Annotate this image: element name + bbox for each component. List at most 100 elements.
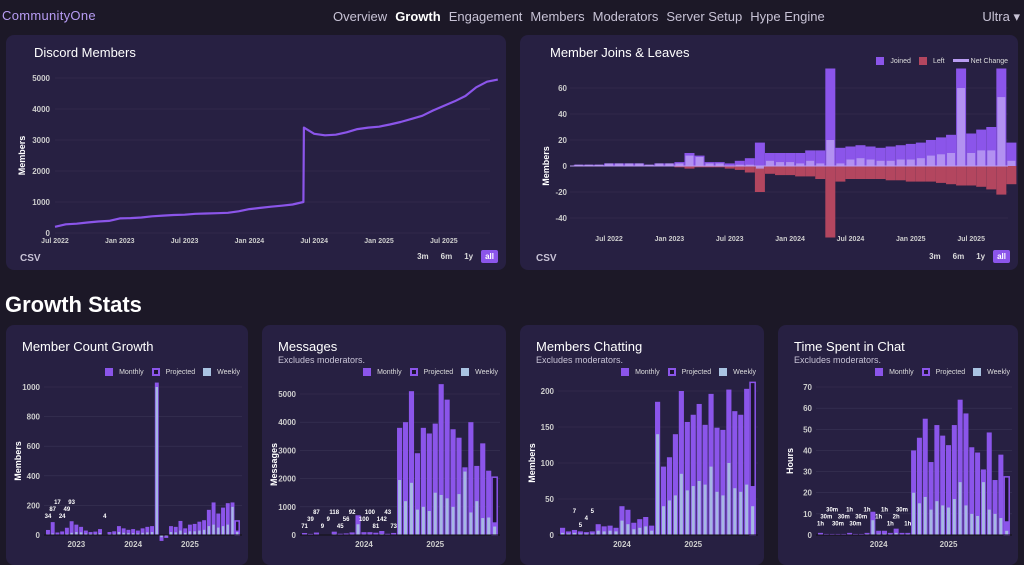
legend-projected[interactable]: Projected [410, 368, 454, 376]
left-bar [1006, 166, 1016, 184]
card-title: Messages [278, 339, 337, 354]
data-label: 17 [54, 500, 61, 506]
range-1y[interactable]: 1y [460, 250, 477, 263]
range-6m[interactable]: 6m [949, 250, 969, 263]
csv-button[interactable]: CSV [20, 253, 41, 264]
nav-link-overview[interactable]: Overview [333, 9, 387, 24]
y-axis-label: Members [527, 443, 537, 483]
y-axis-label: Members [13, 441, 23, 481]
data-label: 87 [49, 507, 56, 513]
weekly-bar [446, 498, 449, 535]
legend-monthly[interactable]: Monthly [105, 368, 144, 376]
left-bar [765, 166, 775, 174]
net-change-bar [977, 150, 985, 166]
y-tick-label: 40 [558, 110, 567, 119]
left-bar [805, 166, 815, 176]
nav-link-growth[interactable]: Growth [395, 9, 441, 24]
weekly-bar [964, 505, 967, 535]
y-tick-label: 40 [803, 446, 812, 455]
left-bar [966, 166, 976, 186]
x-tick-label: Jan 2025 [364, 238, 394, 245]
data-label: 49 [64, 507, 71, 513]
range-all[interactable]: all [481, 250, 498, 263]
legend-projected[interactable]: Projected [152, 368, 196, 376]
weekly-bar [710, 467, 713, 535]
legend-monthly[interactable]: Monthly [621, 368, 660, 376]
y-tick-label: 0 [292, 531, 297, 540]
nav-link-hype-engine[interactable]: Hype Engine [750, 9, 824, 24]
x-tick-label: 2025 [426, 540, 444, 549]
weekly-bar [481, 518, 484, 535]
y-tick-label: 4000 [278, 418, 296, 427]
range-1y[interactable]: 1y [972, 250, 989, 263]
weekly-bar [912, 493, 915, 535]
net-change-bar [967, 153, 975, 166]
weekly-bar [457, 494, 460, 535]
legend-weekly[interactable]: Weekly [203, 368, 240, 376]
y-tick-label: 200 [541, 387, 555, 396]
left-bar [906, 166, 916, 182]
weekly-bar [656, 434, 659, 535]
y-tick-label: 1000 [32, 198, 50, 207]
left-bar [996, 166, 1006, 195]
net-change-bar [685, 156, 693, 166]
weekly-bar [715, 492, 718, 535]
data-label: 30m [849, 522, 861, 528]
weekly-bar [189, 531, 191, 535]
weekly-bar [947, 508, 950, 535]
range-6m[interactable]: 6m [437, 250, 457, 263]
legend-weekly[interactable]: Weekly [719, 368, 756, 376]
legend-monthly[interactable]: Monthly [875, 368, 914, 376]
net-change-bar [857, 158, 865, 166]
nav-link-server-setup[interactable]: Server Setup [666, 9, 742, 24]
left-bar [835, 166, 845, 182]
legend-monthly[interactable]: Monthly [363, 368, 402, 376]
data-label: 30m [826, 508, 838, 514]
nav-link-moderators[interactable]: Moderators [593, 9, 659, 24]
x-tick-label: Jul 2022 [41, 238, 69, 245]
range-3m[interactable]: 3m [413, 250, 433, 263]
legend-weekly[interactable]: Weekly [461, 368, 498, 376]
weekly-bar [680, 474, 683, 535]
y-tick-label: 30 [803, 468, 812, 477]
nav-link-members[interactable]: Members [530, 9, 584, 24]
y-tick-label: 60 [803, 404, 812, 413]
left-bar [916, 166, 926, 182]
y-axis-label: Hours [785, 448, 795, 474]
legend-weekly[interactable]: Weekly [973, 368, 1010, 376]
user-menu[interactable]: Ultra ▾ [982, 9, 1020, 25]
weekly-bar [463, 472, 466, 535]
net-change-bar [907, 160, 915, 167]
logo[interactable]: CommunityOne [2, 8, 96, 23]
legend-projected[interactable]: Projected [668, 368, 712, 376]
y-tick-label: -40 [555, 214, 567, 223]
weekly-bar [918, 503, 921, 535]
weekly-bar [217, 528, 219, 535]
weekly-bar [871, 520, 874, 535]
weekly-bar [179, 531, 181, 535]
net-change-bar [937, 154, 945, 166]
csv-button[interactable]: CSV [536, 253, 557, 264]
y-tick-label: -20 [555, 188, 567, 197]
chart-legend: Monthly Projected Weekly [621, 368, 756, 376]
y-tick-label: 4000 [32, 105, 50, 114]
weekly-bar [475, 501, 478, 535]
range-3m[interactable]: 3m [925, 250, 945, 263]
y-tick-label: 3000 [278, 446, 296, 455]
net-change-bar [776, 162, 784, 166]
x-tick-label: Jan 2023 [655, 236, 685, 243]
y-tick-label: 2000 [32, 167, 50, 176]
nav-link-engagement[interactable]: Engagement [449, 9, 523, 24]
weekly-bar [469, 512, 472, 535]
range-all[interactable]: all [993, 250, 1010, 263]
y-tick-label: 50 [545, 495, 554, 504]
net-change-bar [957, 88, 965, 166]
left-bar [815, 166, 825, 179]
data-label: 7 [573, 509, 577, 515]
legend-projected[interactable]: Projected [922, 368, 966, 376]
weekly-bar [487, 518, 490, 535]
weekly-bar [745, 485, 748, 535]
